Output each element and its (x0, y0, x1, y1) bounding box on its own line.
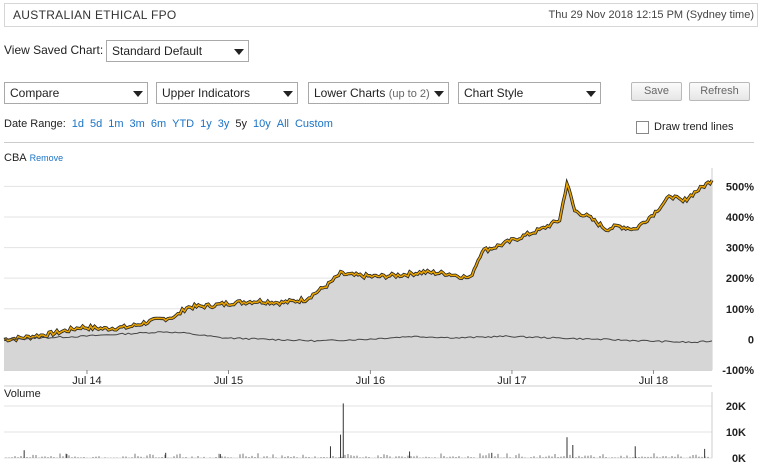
compare-ticker: CBA (4, 152, 27, 164)
volume-y-tick-label: 10K (726, 427, 746, 439)
x-tick-label: Jul 17 (497, 375, 526, 387)
date-range: Date Range: 1d 5d 1m 3m 6m YTD 1y 3y 5y 10y All Cust… (4, 118, 333, 130)
date-range-1y[interactable]: 1y (200, 118, 212, 130)
date-range-5d[interactable]: 5d (90, 118, 103, 130)
y-tick-label: 300% (726, 243, 754, 255)
chevron-down-icon (283, 91, 293, 97)
compare-legend: CBA Remove (4, 152, 63, 164)
compare-select[interactable]: Compare (4, 82, 148, 104)
save-button[interactable]: Save (631, 82, 682, 101)
y-tick-label: 100% (726, 304, 754, 316)
date-range-custom[interactable]: Custom (294, 118, 333, 130)
timestamp: Thu 29 Nov 2018 12:15 PM (Sydney time) (548, 9, 754, 21)
chevron-down-icon (234, 49, 244, 55)
y-tick-label: -100% (722, 365, 754, 377)
header-bar: AUSTRALIAN ETHICAL FPO Thu 29 Nov 2018 1… (4, 3, 758, 27)
chart-style-select[interactable]: Chart Style (458, 82, 601, 104)
date-range-label: Date Range: (4, 118, 66, 130)
date-range-10y[interactable]: 10y (252, 118, 271, 130)
date-range-all[interactable]: All (276, 118, 289, 130)
date-range-1m[interactable]: 1m (108, 118, 124, 130)
date-range-1d[interactable]: 1d (71, 118, 85, 130)
divider (4, 142, 754, 143)
security-title: AUSTRALIAN ETHICAL FPO (13, 8, 177, 22)
compare-line (3, 331, 713, 344)
saved-chart-label: View Saved Chart: (4, 43, 104, 57)
x-tick-label: Jul 14 (72, 375, 101, 387)
compare-label: Compare (10, 86, 60, 100)
x-tick-label: Jul 16 (356, 375, 385, 387)
x-tick-label: Jul 18 (639, 375, 668, 387)
lower-charts-hint: (up to 2) (388, 88, 430, 100)
trend-lines-checkbox[interactable] (636, 121, 649, 134)
performance-line (3, 179, 713, 342)
y-tick-label: 400% (726, 212, 754, 224)
date-range-3m[interactable]: 3m (129, 118, 145, 130)
saved-chart-value: Standard Default (112, 44, 203, 58)
upper-indicators-label: Upper Indicators (162, 86, 251, 100)
refresh-button[interactable]: Refresh (689, 82, 750, 101)
chart-style-label: Chart Style (464, 86, 524, 100)
lower-charts-select[interactable]: Lower Charts (up to 2) (308, 82, 449, 104)
y-tick-label: 500% (726, 181, 754, 193)
remove-compare-link[interactable]: Remove (29, 153, 64, 163)
date-range-3y[interactable]: 3y (217, 118, 230, 130)
y-tick-label: 0 (748, 334, 754, 346)
saved-chart-select[interactable]: Standard Default (106, 40, 249, 62)
chevron-down-icon (133, 91, 143, 97)
date-range-5y[interactable]: 5y (235, 118, 247, 130)
date-range-6m[interactable]: 6m (150, 118, 167, 130)
volume-y-tick-label: 20K (726, 401, 746, 413)
volume-y-tick-label: 0K (732, 453, 746, 463)
chevron-down-icon (586, 91, 596, 97)
lower-charts-label: Lower Charts (up to 2) (314, 86, 430, 100)
x-tick-label: Jul 15 (214, 375, 243, 387)
volume-label: Volume (4, 388, 41, 400)
trend-lines-label: Draw trend lines (654, 121, 734, 133)
date-range-ytd[interactable]: YTD (172, 118, 195, 130)
y-tick-label: 200% (726, 273, 754, 285)
upper-indicators-select[interactable]: Upper Indicators (156, 82, 298, 104)
chevron-down-icon (434, 91, 444, 97)
